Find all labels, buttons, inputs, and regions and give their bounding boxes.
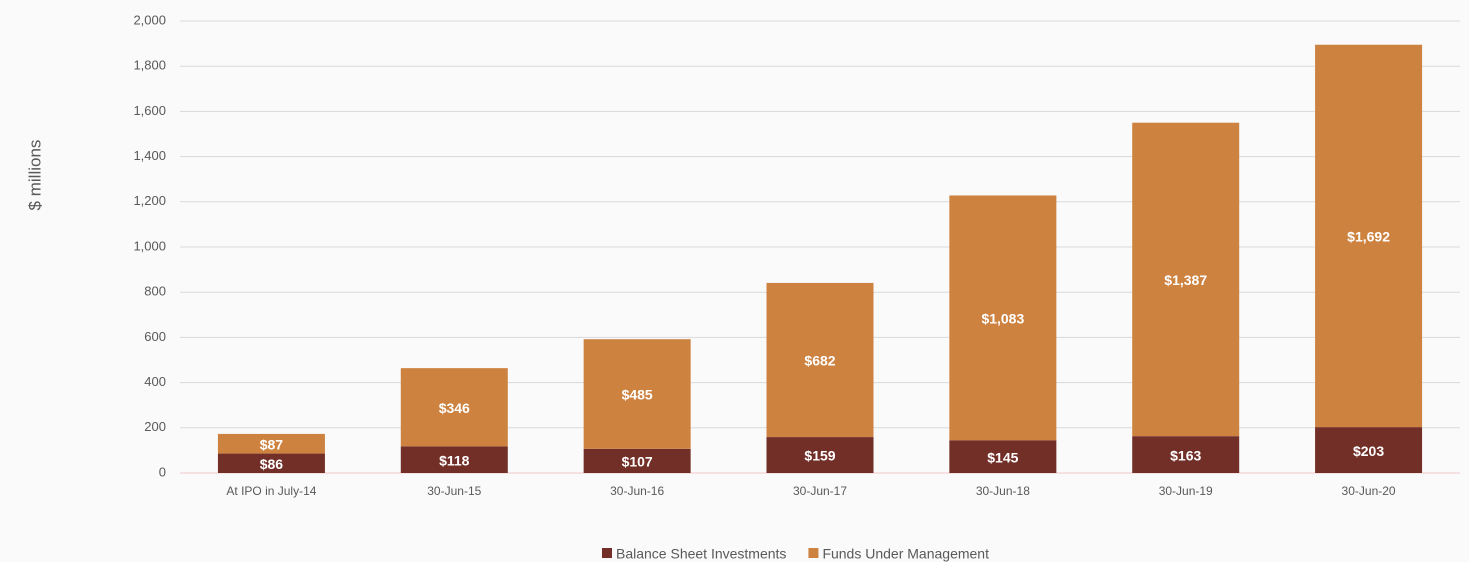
bar-segment bbox=[217, 433, 325, 454]
bar-segment bbox=[400, 446, 508, 473]
value-label: $682 bbox=[804, 353, 835, 369]
legend-swatch bbox=[808, 548, 819, 558]
x-tick-label: At IPO in July-14 bbox=[226, 484, 316, 498]
bar-segment bbox=[1315, 44, 1423, 428]
bar-segment bbox=[766, 282, 874, 438]
y-tick-label: 0 bbox=[159, 464, 166, 479]
bar-segment bbox=[1132, 122, 1240, 437]
y-tick-label: 1,400 bbox=[133, 148, 166, 163]
value-label: $1,387 bbox=[1164, 272, 1207, 288]
bar-segment bbox=[583, 448, 691, 473]
y-tick-label: 1,200 bbox=[133, 193, 166, 208]
bar-segment bbox=[949, 440, 1057, 473]
value-label: $203 bbox=[1353, 443, 1384, 459]
value-label: $145 bbox=[987, 449, 1018, 465]
bar-segment bbox=[1315, 427, 1423, 473]
x-tick-label: 30-Jun-16 bbox=[610, 484, 664, 498]
y-tick-label: 1,600 bbox=[133, 103, 166, 118]
value-label: $346 bbox=[439, 400, 470, 416]
y-tick-label: 2,000 bbox=[133, 12, 166, 27]
bar-segment bbox=[766, 437, 874, 473]
legend-label: Funds Under Management bbox=[822, 546, 989, 562]
y-tick-label: 200 bbox=[144, 419, 166, 434]
x-tick-label: 30-Jun-15 bbox=[427, 484, 481, 498]
value-label: $118 bbox=[439, 452, 470, 468]
y-axis-label: $ millions bbox=[25, 140, 44, 211]
value-label: $163 bbox=[1170, 447, 1201, 463]
y-tick-label: 1,800 bbox=[133, 58, 166, 73]
value-label: $86 bbox=[260, 456, 284, 472]
x-tick-label: 30-Jun-18 bbox=[976, 484, 1030, 498]
y-tick-label: 1,000 bbox=[133, 238, 166, 253]
x-tick-label: 30-Jun-17 bbox=[793, 484, 847, 498]
bar-segment bbox=[1132, 436, 1240, 473]
legend-label: Balance Sheet Investments bbox=[616, 546, 786, 562]
value-label: $87 bbox=[260, 436, 284, 452]
y-tick-label: 800 bbox=[144, 284, 166, 299]
x-tick-label: 30-Jun-19 bbox=[1159, 484, 1213, 498]
bar-segment bbox=[949, 195, 1057, 441]
bar-segment bbox=[217, 453, 325, 473]
value-label: $159 bbox=[804, 448, 835, 464]
bar-segment bbox=[400, 368, 508, 447]
bar-segment bbox=[583, 339, 691, 449]
y-tick-label: 600 bbox=[144, 329, 166, 344]
legend-swatch bbox=[602, 548, 612, 558]
value-label: $1,083 bbox=[981, 311, 1024, 327]
value-label: $485 bbox=[622, 387, 653, 403]
value-label: $107 bbox=[622, 454, 653, 470]
value-label: $1,692 bbox=[1347, 229, 1390, 245]
x-tick-label: 30-Jun-20 bbox=[1342, 484, 1396, 498]
y-tick-label: 400 bbox=[144, 374, 166, 389]
